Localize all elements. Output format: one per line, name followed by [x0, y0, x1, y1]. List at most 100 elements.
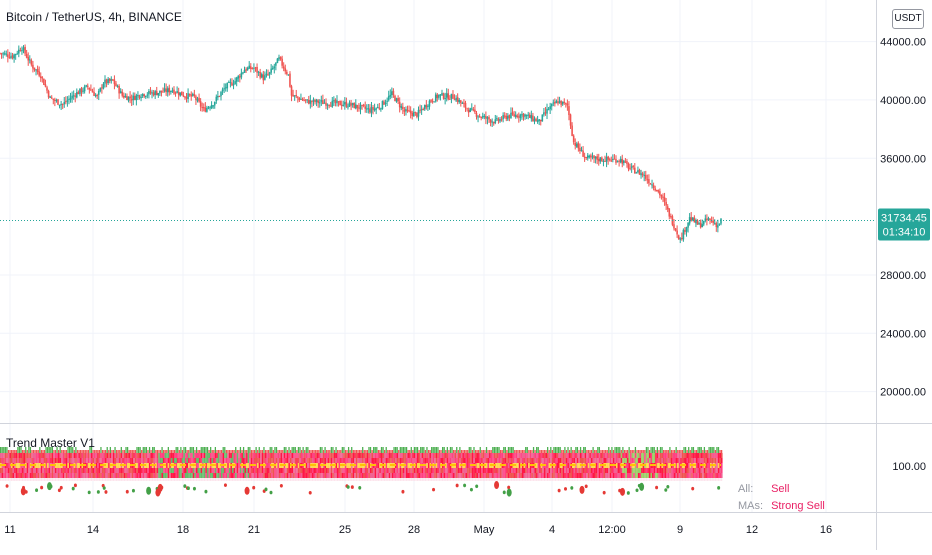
indicator-cell — [583, 453, 585, 458]
indicator-feather — [228, 478, 231, 481]
candle-body — [638, 169, 641, 175]
indicator-cell — [659, 473, 662, 478]
indicator-feather — [677, 478, 679, 481]
candle-body — [588, 156, 591, 158]
indicator-cell — [335, 458, 337, 463]
indicator-cell — [586, 458, 588, 463]
indicator-cell — [460, 473, 463, 478]
indicator-cell — [573, 453, 576, 458]
indicator-cell — [293, 468, 295, 473]
indicator-cell — [390, 473, 392, 478]
indicator-cell — [31, 473, 33, 478]
candle-body — [670, 216, 672, 218]
indicator-cell — [581, 468, 584, 473]
indicator-cell — [313, 458, 316, 463]
indicator-tick — [211, 450, 213, 453]
indicator-cell — [239, 473, 242, 478]
indicator-cell — [131, 473, 134, 478]
indicator-cell — [680, 468, 682, 473]
indicator-cell — [579, 458, 582, 463]
indicator-tick — [655, 450, 657, 453]
indicator-tick — [630, 450, 632, 453]
indicator-cell — [141, 453, 143, 458]
indicator-cell — [695, 473, 698, 478]
indicator-cell — [97, 458, 99, 463]
indicator-cell — [385, 453, 388, 458]
indicator-cell — [354, 468, 356, 473]
indicator-tick — [554, 447, 557, 453]
indicator-cell — [677, 463, 679, 468]
indicator-cell — [4, 453, 7, 458]
indicator-feather — [404, 478, 406, 481]
indicator-cell — [37, 458, 40, 463]
indicator-cell — [236, 473, 239, 478]
candle-body — [54, 99, 56, 101]
indicator-cell — [238, 458, 240, 463]
candle-body — [608, 159, 611, 161]
indicator-tick — [139, 447, 141, 453]
indicator-cell — [349, 458, 352, 463]
candle-body — [245, 69, 247, 71]
symbol-legend[interactable]: Bitcoin / TetherUS, 4h, BINANCE — [6, 10, 182, 24]
indicator-cell — [694, 468, 696, 473]
candle-body — [665, 201, 667, 206]
candle-body — [663, 197, 666, 202]
indicator-feather — [186, 478, 188, 481]
indicator-cell — [119, 463, 121, 468]
candle-body — [155, 91, 158, 96]
x-tick-label: 9 — [677, 524, 683, 536]
candle-series[interactable] — [0, 44, 876, 244]
candle-body — [267, 74, 269, 76]
indicator-tick — [255, 447, 257, 453]
indicator-cell — [655, 473, 657, 478]
indicator-cell — [258, 458, 261, 463]
indicator-cell — [385, 458, 388, 463]
indicator-feather — [615, 478, 618, 481]
candle-body — [602, 160, 605, 162]
indicator-cell — [589, 458, 591, 463]
indicator-cell — [338, 473, 341, 478]
indicator-cell — [576, 453, 579, 458]
indicator-cell — [626, 468, 629, 473]
indicator-tick — [567, 447, 569, 453]
indicator-tick — [246, 450, 248, 453]
candle-body — [527, 114, 530, 116]
indicator-tick — [404, 447, 406, 453]
candle-body — [572, 135, 575, 143]
indicator-cell — [330, 453, 333, 458]
indicator-feather — [611, 478, 613, 481]
indicator-feather — [191, 478, 193, 481]
indicator-cell — [652, 453, 654, 458]
indicator-cell — [42, 458, 44, 463]
indicator-cell — [492, 453, 494, 458]
indicator-cell — [347, 463, 350, 468]
indicator-feather — [405, 478, 408, 481]
indicator-cell — [126, 458, 129, 463]
indicator-cell — [655, 453, 657, 458]
currency-button[interactable]: USDT — [892, 9, 924, 29]
indicator-tick — [485, 447, 488, 453]
indicator-cell — [661, 453, 664, 458]
indicator-title[interactable]: Trend Master V1 — [6, 436, 95, 450]
indicator-cell — [98, 453, 101, 458]
indicator-cell — [6, 473, 8, 478]
indicator-tick — [300, 450, 303, 453]
indicator-cell — [48, 468, 51, 473]
indicator-cell — [200, 473, 203, 478]
indicator-cell — [322, 473, 325, 478]
indicator-cell — [432, 453, 435, 458]
indicator-cell — [388, 463, 391, 468]
indicator-cell — [105, 453, 107, 458]
indicator-cell — [688, 468, 690, 473]
candle-body — [536, 120, 539, 122]
indicator-cell — [680, 458, 682, 463]
indicator-cell — [313, 473, 316, 478]
indicator-cell — [394, 473, 397, 478]
indicator-tick — [434, 447, 436, 453]
candle-body — [107, 78, 109, 84]
indicator-cell — [247, 453, 250, 458]
indicator-cell — [264, 453, 267, 458]
indicator-cell — [39, 468, 41, 473]
indicator-feather — [721, 478, 723, 481]
